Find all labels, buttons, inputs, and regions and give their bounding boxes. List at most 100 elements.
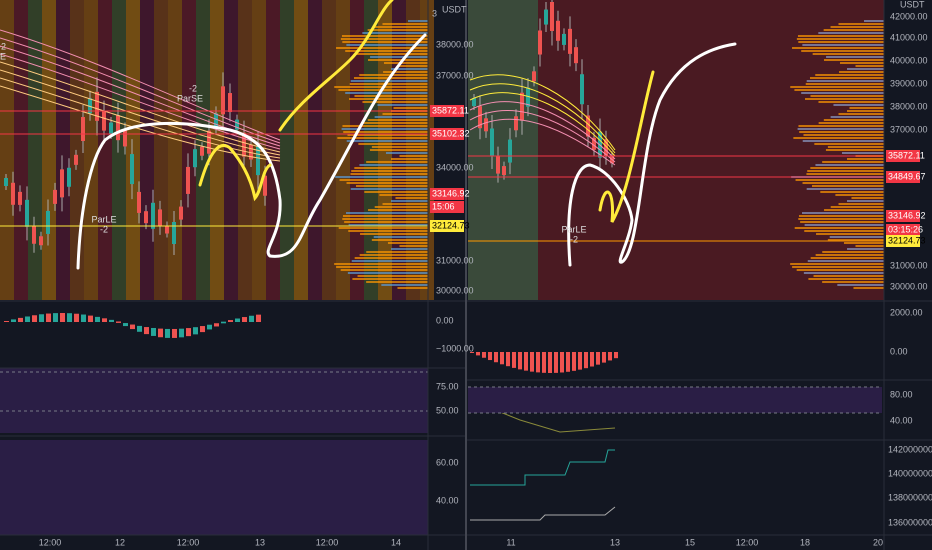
profile bbox=[802, 140, 884, 142]
profile bbox=[827, 239, 884, 241]
hist bbox=[158, 328, 163, 338]
profile bbox=[340, 38, 428, 40]
ribbon bbox=[469, 110, 616, 163]
candle bbox=[11, 182, 15, 205]
profile bbox=[822, 251, 884, 253]
hist bbox=[88, 315, 93, 322]
profile bbox=[855, 65, 884, 67]
profile bbox=[359, 164, 428, 166]
candle bbox=[109, 122, 113, 134]
hist bbox=[554, 352, 558, 373]
hist bbox=[228, 320, 233, 322]
hist bbox=[548, 352, 552, 373]
candle bbox=[556, 20, 560, 41]
time-label: 12:00 bbox=[736, 537, 759, 547]
profile bbox=[364, 191, 428, 193]
profile bbox=[802, 44, 884, 46]
profile bbox=[342, 215, 428, 217]
hist bbox=[46, 313, 51, 322]
profile bbox=[813, 275, 884, 277]
axis-label: 60.00 bbox=[436, 457, 459, 467]
profile bbox=[342, 41, 428, 43]
profile bbox=[344, 221, 428, 223]
price-label: 38000.00 bbox=[890, 101, 928, 111]
profile bbox=[349, 83, 428, 85]
price-label: 37000.00 bbox=[436, 70, 474, 80]
price-tag bbox=[886, 210, 920, 222]
profile bbox=[864, 20, 884, 22]
profile bbox=[337, 137, 428, 139]
candle bbox=[25, 199, 29, 227]
stripe bbox=[168, 0, 182, 300]
ribbon bbox=[0, 85, 281, 162]
profile bbox=[853, 287, 884, 289]
profile bbox=[818, 32, 884, 34]
axis-label: 138000000.00 bbox=[888, 492, 932, 502]
ribbon bbox=[0, 29, 281, 141]
price-tag-label: 32124.73 bbox=[888, 235, 926, 245]
candle bbox=[193, 149, 197, 168]
time-label: 12:00 bbox=[39, 537, 62, 547]
profile bbox=[806, 188, 884, 190]
axis-label: 40.00 bbox=[436, 495, 459, 505]
profile bbox=[823, 29, 884, 31]
hist bbox=[144, 327, 149, 335]
hist bbox=[25, 316, 30, 322]
hist bbox=[109, 319, 114, 322]
hist bbox=[242, 317, 247, 322]
price-tag-label: 33146.92 bbox=[888, 210, 926, 220]
candle bbox=[256, 146, 260, 176]
profile bbox=[387, 242, 428, 244]
profile bbox=[838, 23, 884, 25]
profile bbox=[349, 98, 428, 100]
candle bbox=[550, 1, 554, 31]
ribbon bbox=[0, 37, 281, 144]
candle bbox=[172, 221, 176, 244]
candle bbox=[221, 86, 225, 115]
profile bbox=[381, 284, 428, 286]
price-tag-label: 34849.67 bbox=[888, 171, 926, 181]
profile bbox=[359, 74, 428, 76]
profile bbox=[345, 50, 428, 52]
hist bbox=[500, 352, 504, 365]
candle bbox=[520, 92, 524, 121]
signal: -2 bbox=[100, 224, 108, 234]
price-label: 34000.00 bbox=[436, 162, 474, 172]
hist bbox=[602, 352, 606, 363]
profile bbox=[382, 113, 428, 115]
price-tag-label: 35872.11 bbox=[888, 150, 925, 160]
profile bbox=[366, 281, 428, 283]
profile bbox=[336, 266, 428, 268]
profile bbox=[340, 269, 428, 271]
candle bbox=[538, 30, 542, 55]
profile bbox=[408, 20, 428, 22]
candle bbox=[46, 210, 50, 234]
candle bbox=[67, 167, 71, 187]
profile bbox=[806, 80, 884, 82]
profile bbox=[338, 227, 428, 229]
profile bbox=[824, 209, 884, 211]
axis-label: 2000.00 bbox=[890, 307, 923, 317]
stripe bbox=[154, 0, 168, 300]
candle bbox=[242, 132, 246, 157]
profile bbox=[803, 272, 884, 274]
ribbon bbox=[469, 92, 616, 157]
hist bbox=[256, 314, 261, 322]
time-label: 12:00 bbox=[177, 537, 200, 547]
profile bbox=[798, 41, 884, 43]
profile bbox=[390, 68, 428, 70]
profile bbox=[793, 137, 884, 139]
candle bbox=[586, 115, 590, 137]
profile bbox=[816, 233, 884, 235]
candle bbox=[130, 154, 134, 185]
profile bbox=[399, 65, 428, 67]
hist bbox=[130, 324, 135, 330]
profile bbox=[810, 95, 884, 97]
hist bbox=[614, 352, 618, 359]
price-tag bbox=[886, 171, 920, 183]
profile bbox=[804, 230, 884, 232]
profile bbox=[823, 59, 884, 61]
profile bbox=[397, 287, 428, 289]
profile bbox=[373, 236, 428, 238]
signal: -2 bbox=[570, 234, 578, 244]
